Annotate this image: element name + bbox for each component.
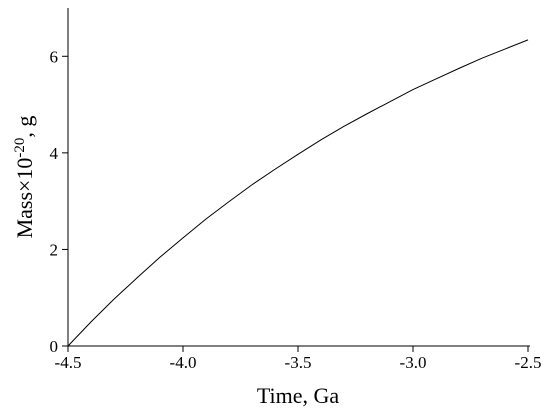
y-tick-label: 4 — [50, 144, 59, 163]
y-axis-label: Mass×10-20, g — [12, 116, 37, 239]
y-tick-label: 0 — [50, 337, 59, 356]
y-tick-label: 6 — [50, 47, 59, 66]
line — [67, 39, 529, 347]
x-tick-label: -4.0 — [170, 353, 197, 372]
y-tick-label: 2 — [50, 240, 59, 259]
y-label-suffix: , g — [12, 116, 37, 138]
y-label-text: Mass×10 — [12, 158, 37, 239]
x-tick-label: -3.0 — [400, 353, 427, 372]
y-label-exponent: -20 — [12, 138, 28, 158]
x-tick-label: -3.5 — [285, 353, 312, 372]
x-tick-label: -2.5 — [515, 353, 542, 372]
x-tick-label: -4.5 — [55, 353, 82, 372]
x-axis-label: Time, Ga — [257, 383, 340, 408]
